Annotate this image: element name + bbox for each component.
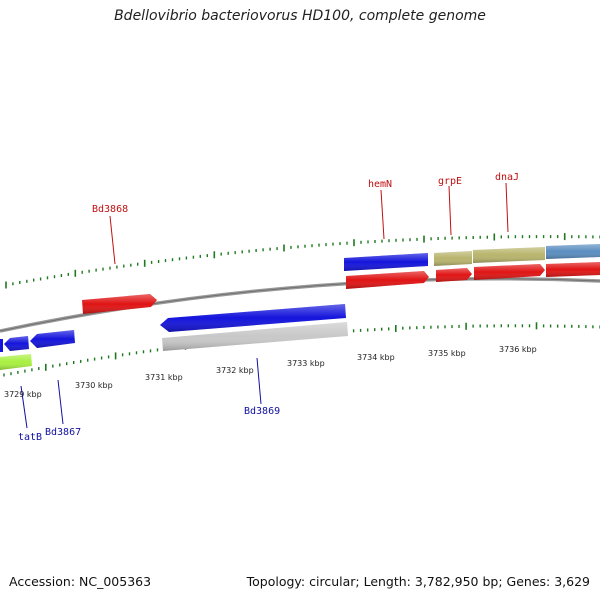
scale-label: 3730 kbp bbox=[75, 381, 113, 390]
scale-label: 3731 kbp bbox=[145, 373, 183, 382]
scale-label: 3733 kbp bbox=[287, 359, 325, 368]
gene-feature-shade bbox=[344, 253, 428, 271]
gene-feature-shade bbox=[546, 244, 600, 259]
scale-labels: 3729 kbp 3730 kbp 3731 kbp 3732 kbp 3733… bbox=[4, 345, 537, 399]
gene-feature-shade bbox=[4, 336, 29, 351]
forward-features bbox=[82, 244, 600, 314]
backbone-inner bbox=[0, 278, 600, 332]
gene-feature-shade bbox=[474, 264, 545, 280]
leader-hemn bbox=[380, 189, 385, 240]
leader-bd3868 bbox=[109, 215, 116, 265]
leader-bd3869 bbox=[256, 357, 262, 405]
tick-row-top bbox=[5, 233, 600, 289]
gene-feature-shade bbox=[0, 354, 32, 370]
gene-feature-shade bbox=[436, 268, 472, 282]
scale-label: 3732 kbp bbox=[216, 366, 254, 375]
gene-feature-shade bbox=[82, 294, 157, 314]
gene-feature-shade bbox=[160, 304, 346, 332]
gene-label-bd3869[interactable]: Bd3869 bbox=[244, 406, 280, 417]
gene-label-hemn[interactable]: hemN bbox=[368, 179, 392, 190]
reverse-features bbox=[0, 304, 348, 370]
gene-feature-shade bbox=[346, 271, 429, 289]
leader-dnaj bbox=[505, 182, 509, 233]
gene-feature-shade bbox=[162, 322, 348, 351]
scale-label: 3729 kbp bbox=[4, 390, 42, 399]
gene-feature-shade bbox=[30, 330, 75, 348]
scale-label: 3735 kbp bbox=[428, 349, 466, 358]
gene-label-tatb[interactable]: tatB bbox=[18, 432, 42, 443]
gene-label-bd3867[interactable]: Bd3867 bbox=[45, 427, 81, 438]
gene-label-grpe[interactable]: grpE bbox=[438, 176, 462, 187]
gene-feature-shade bbox=[434, 251, 472, 266]
gene-label-bd3868[interactable]: Bd3868 bbox=[92, 204, 128, 215]
gene-labels: Bd3868 hemN grpE dnaJ Bd3869 tatB Bd3867 bbox=[18, 172, 519, 443]
accession-text: Accession: NC_005363 bbox=[9, 574, 152, 589]
label-leaders bbox=[20, 182, 509, 429]
gene-feature-blue-edge[interactable] bbox=[0, 339, 3, 352]
gene-feature-shade bbox=[546, 262, 600, 277]
leader-grpe bbox=[448, 185, 452, 236]
gene-feature-shade bbox=[473, 247, 545, 263]
map-title: Bdellovibrio bacteriovorus HD100, comple… bbox=[114, 8, 486, 24]
scale-label: 3734 kbp bbox=[357, 353, 395, 362]
leader-tatb bbox=[20, 385, 28, 429]
leader-bd3867 bbox=[57, 379, 64, 425]
scale-label: 3736 kbp bbox=[499, 345, 537, 354]
genome-summary-text: Topology: circular; Length: 3,782,950 bp… bbox=[246, 574, 590, 589]
gene-label-dnaj[interactable]: dnaJ bbox=[495, 172, 519, 183]
